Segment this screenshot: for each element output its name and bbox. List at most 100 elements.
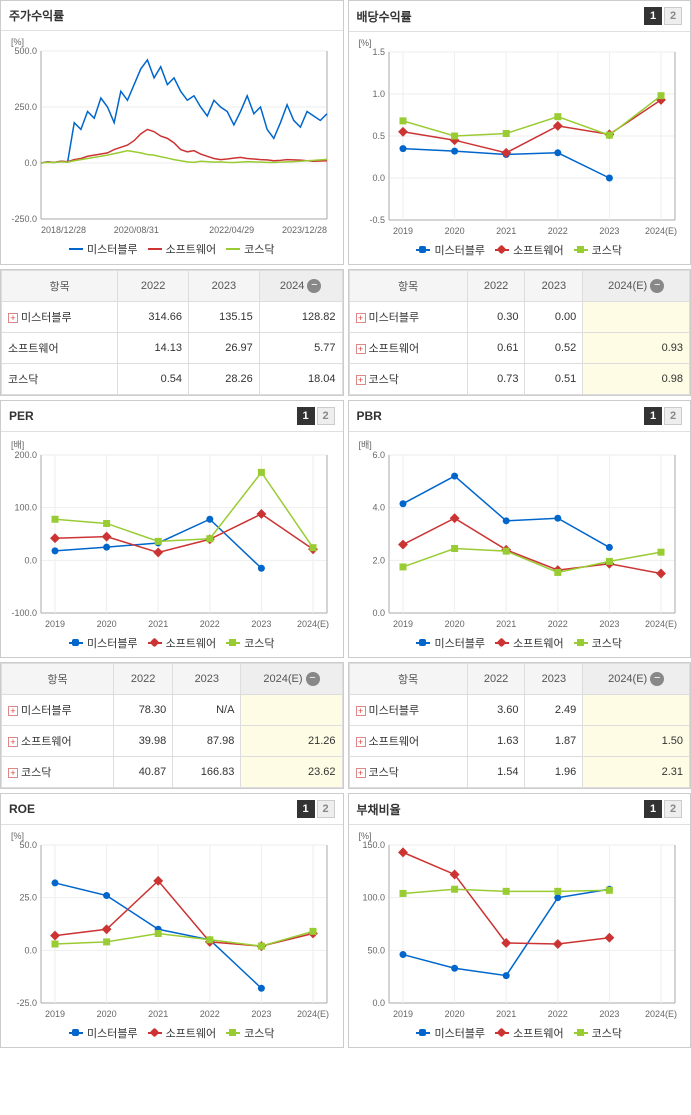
legend-swatch bbox=[148, 1032, 162, 1034]
expand-icon[interactable]: + bbox=[356, 313, 366, 323]
legend-swatch bbox=[495, 1032, 509, 1034]
expand-icon[interactable]: + bbox=[8, 313, 18, 323]
tab-1[interactable]: 1 bbox=[644, 800, 662, 818]
svg-text:2019: 2019 bbox=[45, 619, 65, 629]
chart-body: [%]0.050.0100.0150.020192020202120222023… bbox=[349, 825, 691, 1021]
panel-tabs: 12 bbox=[297, 800, 335, 818]
legend-item: 미스터블루 bbox=[416, 1025, 485, 1041]
expand-icon[interactable]: + bbox=[356, 706, 366, 716]
svg-text:2021: 2021 bbox=[496, 619, 516, 629]
legend-swatch bbox=[574, 642, 588, 644]
expand-icon[interactable]: + bbox=[8, 737, 18, 747]
tab-1[interactable]: 1 bbox=[297, 407, 315, 425]
unit-label: [%] bbox=[359, 831, 685, 841]
cell: 0.00 bbox=[525, 302, 583, 333]
legend-item: 코스닥 bbox=[226, 241, 274, 257]
panel-title: 배당수익률 bbox=[357, 8, 412, 25]
panel-title: 주가수익률 bbox=[9, 7, 64, 24]
legend-label: 코스닥 bbox=[592, 635, 622, 651]
svg-text:1.5: 1.5 bbox=[372, 48, 385, 57]
table-row: 코스닥0.5428.2618.04 bbox=[2, 364, 343, 395]
panel-title: ROE bbox=[9, 802, 35, 816]
svg-text:2024(E): 2024(E) bbox=[297, 619, 329, 629]
col-header: 2022 bbox=[118, 271, 189, 302]
panel-per: PER12[배]-100.00.0100.0200.02019202020212… bbox=[0, 400, 344, 658]
svg-text:2020: 2020 bbox=[444, 226, 464, 236]
tab-2[interactable]: 2 bbox=[664, 800, 682, 818]
unit-label: [%] bbox=[359, 38, 685, 48]
svg-text:2021: 2021 bbox=[496, 1009, 516, 1019]
legend-label: 미스터블루 bbox=[87, 241, 138, 257]
svg-text:200.0: 200.0 bbox=[14, 451, 37, 460]
tab-2[interactable]: 2 bbox=[317, 800, 335, 818]
svg-text:-100.0: -100.0 bbox=[11, 608, 37, 618]
expand-icon[interactable]: + bbox=[8, 706, 18, 716]
svg-text:2022: 2022 bbox=[200, 619, 220, 629]
expand-icon[interactable]: + bbox=[356, 344, 366, 354]
svg-text:2019: 2019 bbox=[392, 619, 412, 629]
chart-svg: -25.00.025.050.0201920202021202220232024… bbox=[7, 841, 335, 1021]
collapse-icon[interactable]: − bbox=[650, 672, 664, 686]
legend-item: 소프트웨어 bbox=[148, 1025, 217, 1041]
svg-text:2023: 2023 bbox=[251, 1009, 271, 1019]
cell: 28.26 bbox=[189, 364, 260, 395]
legend-item: 미스터블루 bbox=[69, 635, 138, 651]
legend-swatch bbox=[495, 249, 509, 251]
legend-swatch bbox=[69, 1032, 83, 1034]
legend-label: 소프트웨어 bbox=[513, 635, 564, 651]
legend-label: 소프트웨어 bbox=[166, 1025, 217, 1041]
table-price_return_tbl: 항목202220232024−+미스터블루314.66135.15128.82소… bbox=[0, 269, 344, 396]
expand-icon[interactable]: + bbox=[356, 768, 366, 778]
svg-text:2024(E): 2024(E) bbox=[644, 226, 676, 236]
tab-2[interactable]: 2 bbox=[664, 7, 682, 25]
legend-swatch bbox=[574, 1032, 588, 1034]
svg-text:0.0: 0.0 bbox=[372, 608, 385, 618]
data-table: 항목202220232024(E)−+미스터블루0.300.00+소프트웨어0.… bbox=[349, 270, 691, 395]
tab-2[interactable]: 2 bbox=[317, 407, 335, 425]
cell: N/A bbox=[173, 695, 241, 726]
cell bbox=[241, 695, 342, 726]
cell: 0.61 bbox=[467, 333, 525, 364]
legend-label: 코스닥 bbox=[244, 1025, 274, 1041]
svg-text:2023: 2023 bbox=[599, 226, 619, 236]
col-header: 2024− bbox=[259, 271, 342, 302]
col-header: 항목 bbox=[2, 664, 114, 695]
svg-text:2024(E): 2024(E) bbox=[644, 1009, 676, 1019]
row-label: 소프트웨어 bbox=[2, 333, 118, 364]
expand-icon[interactable]: + bbox=[8, 768, 18, 778]
panel-header: 부채비율12 bbox=[349, 794, 691, 825]
data-table: 항목202220232024(E)−+미스터블루3.602.49+소프트웨어1.… bbox=[349, 663, 691, 788]
legend-item: 소프트웨어 bbox=[495, 635, 564, 651]
svg-text:25.0: 25.0 bbox=[19, 893, 37, 903]
panel-roe: ROE12[%]-25.00.025.050.02019202020212022… bbox=[0, 793, 344, 1048]
cell: 0.93 bbox=[583, 333, 690, 364]
cell: 1.96 bbox=[525, 757, 583, 788]
tab-1[interactable]: 1 bbox=[644, 407, 662, 425]
tab-1[interactable]: 1 bbox=[297, 800, 315, 818]
table-row: +소프트웨어39.9887.9821.26 bbox=[2, 726, 343, 757]
tab-1[interactable]: 1 bbox=[644, 7, 662, 25]
cell: 0.73 bbox=[467, 364, 525, 395]
collapse-icon[interactable]: − bbox=[306, 672, 320, 686]
svg-text:2021: 2021 bbox=[148, 1009, 168, 1019]
collapse-icon[interactable]: − bbox=[650, 279, 664, 293]
legend-label: 코스닥 bbox=[592, 242, 622, 258]
panel-debt_ratio: 부채비율12[%]0.050.0100.0150.020192020202120… bbox=[348, 793, 691, 1048]
svg-text:2020: 2020 bbox=[444, 619, 464, 629]
collapse-icon[interactable]: − bbox=[307, 279, 321, 293]
legend-item: 소프트웨어 bbox=[495, 1025, 564, 1041]
chart-svg: 0.02.04.06.0201920202021202220232024(E) bbox=[355, 451, 683, 631]
svg-text:4.0: 4.0 bbox=[372, 503, 385, 513]
expand-icon[interactable]: + bbox=[356, 375, 366, 385]
legend-label: 소프트웨어 bbox=[513, 1025, 564, 1041]
expand-icon[interactable]: + bbox=[356, 737, 366, 747]
table-row: +코스닥1.541.962.31 bbox=[349, 757, 690, 788]
table-row: +미스터블루78.30N/A bbox=[2, 695, 343, 726]
tab-2[interactable]: 2 bbox=[664, 407, 682, 425]
col-header: 항목 bbox=[2, 271, 118, 302]
row-label: +코스닥 bbox=[2, 757, 114, 788]
svg-text:2020: 2020 bbox=[97, 1009, 117, 1019]
data-table: 항목202220232024−+미스터블루314.66135.15128.82소… bbox=[1, 270, 343, 395]
cell: 128.82 bbox=[259, 302, 342, 333]
legend-swatch bbox=[574, 249, 588, 251]
